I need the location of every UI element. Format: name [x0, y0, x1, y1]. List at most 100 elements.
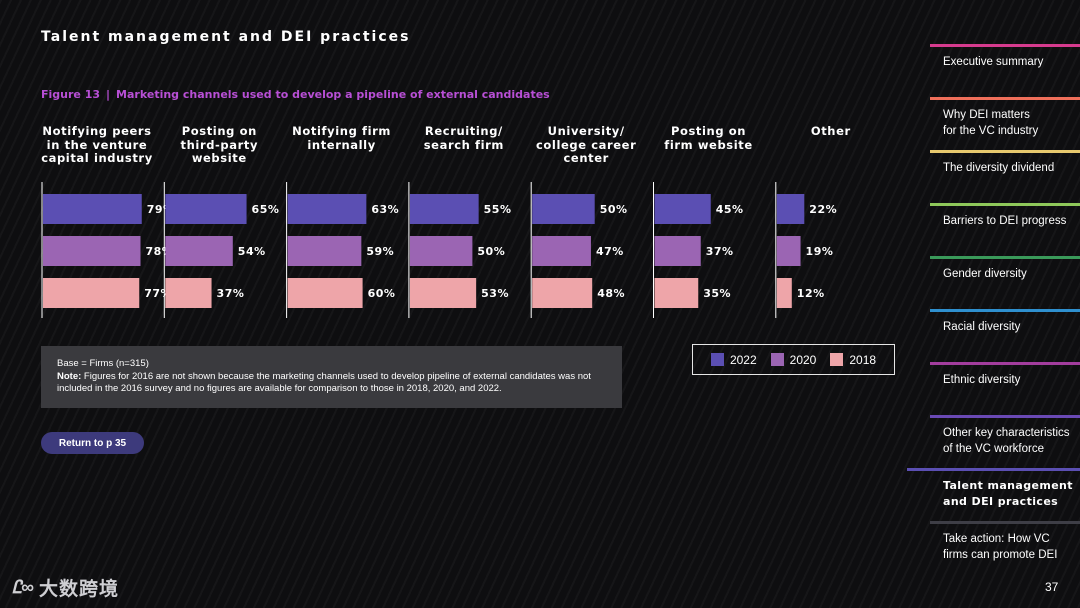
bar-posting-on-firm-website-2020 — [654, 236, 701, 266]
data-label-posting-on-firm-website-2020: 37% — [706, 245, 734, 258]
sidebar-item-the-diversity-dividend[interactable]: The diversity dividend — [930, 150, 1080, 176]
return-button[interactable]: Return to p 35 — [41, 432, 144, 454]
page-number: 37 — [1045, 580, 1059, 594]
bar-posting-on-third-party-website-2018 — [165, 278, 212, 308]
legend-item-2022: 2022 — [710, 353, 757, 367]
figure-label: Figure 13 — [41, 88, 101, 101]
bar-university-college-career-center-2022 — [532, 194, 595, 224]
bar-chart: 79% 78% 77% 65% 54% 37% 63% 59% 60% 55% 50% 53% 50% 4… — [30, 120, 880, 325]
figure-caption: Figure 13 | Marketing channels used to dev… — [41, 88, 550, 101]
legend-swatch-2022 — [710, 353, 724, 366]
sidebar-item-label: Talent management — [943, 479, 1073, 492]
figure-title: Marketing channels used to develop a pip… — [116, 88, 550, 101]
bar-university-college-career-center-2018 — [532, 278, 593, 308]
category-label-university-college-career-center: University/college career center — [521, 124, 651, 166]
category-label-line: firm website — [664, 137, 753, 152]
category-label-line: internally — [307, 137, 376, 152]
data-label-recruiting-search-firm-2020: 50% — [477, 245, 505, 258]
data-label-other-2018: 12% — [797, 287, 825, 300]
watermark-logo: Ꮭ∞ 大数跨境 — [12, 574, 119, 601]
legend-label-2018: 2018 — [849, 352, 877, 367]
data-label-posting-on-third-party-website-2020: 54% — [238, 245, 266, 258]
category-label-line: Posting on — [181, 124, 257, 138]
data-label-recruiting-search-firm-2022: 55% — [484, 203, 512, 216]
sidebar-item-why-dei-matters-for-the-vc-industry[interactable]: Why DEI matters for the VC industry — [930, 97, 1080, 139]
bar-university-college-career-center-2020 — [532, 236, 591, 266]
category-label-posting-on-third-party-website: Posting on third-party website — [154, 124, 284, 166]
sidebar-item-label: Why DEI matters — [943, 109, 1030, 121]
data-label-university-college-career-center-2018: 48% — [597, 287, 625, 300]
bar-notifying-firm-internally-2018 — [287, 278, 363, 308]
sidebar-item-label: of the VC workforce — [943, 443, 1044, 455]
category-label-line: search firm — [423, 137, 505, 152]
page-title: Talent management and DEI practices — [41, 29, 411, 45]
legend-item-2020: 2020 — [770, 352, 817, 367]
category-label-line: capital industry — [41, 151, 153, 165]
data-label-posting-on-firm-website-2018: 35% — [703, 287, 731, 300]
data-label-posting-on-firm-website-2022: 45% — [716, 203, 744, 216]
sidebar-item-gender-diversity[interactable]: Gender diversity — [930, 256, 1080, 282]
category-label-line: Posting on — [670, 124, 747, 138]
data-label-notifying-firm-internally-2018: 60% — [368, 287, 396, 300]
sidebar-item-ethnic-diversity[interactable]: Ethnic diversity — [930, 362, 1080, 388]
sidebar-item-label: Take action: How VC — [943, 533, 1050, 545]
sidebar-item-executive-summary[interactable]: Executive summary — [930, 44, 1080, 70]
bar-posting-on-firm-website-2018 — [654, 278, 699, 308]
sidebar-item-label: firms can promote DEI — [943, 549, 1058, 561]
data-label-notifying-firm-internally-2022: 63% — [371, 203, 399, 216]
data-label-posting-on-third-party-website-2022: 65% — [252, 203, 280, 216]
bar-other-2018 — [776, 278, 792, 308]
category-label-posting-on-firm-website: Posting on firm website — [644, 124, 774, 152]
category-label-notifying-firm-internally: Notifying firm internally — [277, 124, 407, 152]
category-label-recruiting-search-firm: Recruiting/search firm — [399, 124, 529, 152]
sidebar-item-label: The diversity dividend — [943, 162, 1055, 174]
logo-text: 大数跨境 — [38, 579, 119, 600]
data-label-university-college-career-center-2022: 50% — [600, 203, 628, 216]
bar-posting-on-firm-website-2022 — [654, 194, 711, 224]
note-box: Base = Firms (n=315) Note: Figures for 2… — [41, 346, 622, 408]
sidebar-item-label: Executive summary — [943, 56, 1044, 68]
active-indicator — [907, 468, 930, 471]
category-label-line: center — [563, 151, 609, 165]
bar-notifying-peers-in-the-venture-capital-industry-2022 — [43, 194, 142, 224]
data-label-other-2022: 22% — [809, 203, 837, 216]
sidebar-item-racial-diversity[interactable]: Racial diversity — [930, 309, 1080, 335]
data-label-university-college-career-center-2020: 47% — [596, 245, 624, 258]
legend-swatch-2020 — [770, 353, 784, 366]
category-label-notifying-peers-in-the-venture-capital-industry: Notifying peers in the venture capital ind… — [32, 124, 162, 166]
sidebar-item-talent-management-and-dei-practices[interactable]: Talent management and DEI practices — [907, 468, 1080, 510]
note-text: Figures for 2016 are not shown because t… — [57, 370, 591, 395]
bar-other-2020 — [776, 236, 801, 266]
logo-icon: Ꮭ∞ — [12, 577, 34, 597]
chart-legend: 2022 2020 2018 — [692, 344, 895, 375]
category-label-line: website — [191, 151, 247, 165]
chart-plot: 79%78%77%65%54%37%63%59%60%55%50%53%50%4… — [41, 182, 837, 318]
legend-swatch-2018 — [830, 353, 844, 366]
data-label-notifying-firm-internally-2020: 59% — [366, 245, 394, 258]
sidebar-item-label: Racial diversity — [943, 321, 1021, 333]
sidebar-item-label: for the VC industry — [943, 125, 1039, 137]
category-label-line: Notifying firm — [292, 124, 391, 138]
legend-item-2018: 2018 — [830, 353, 876, 367]
sidebar-item-label: Other key characteristics — [943, 427, 1070, 439]
sidebar-item-barriers-to-dei-progress[interactable]: Barriers to DEI progress — [930, 203, 1080, 229]
data-label-posting-on-third-party-website-2018: 37% — [217, 287, 245, 300]
category-label-line: Notifying peers — [42, 124, 152, 138]
bar-notifying-peers-in-the-venture-capital-industry-2020 — [43, 236, 141, 266]
sidebar-item-label: Barriers to DEI progress — [943, 215, 1067, 227]
category-label-line: third-party — [180, 137, 259, 152]
figure-separator: | — [106, 88, 111, 101]
category-label-line: Other — [810, 124, 851, 138]
legend-label-2020: 2020 — [789, 352, 817, 367]
sidebar-item-other-key-characteristics-of-the-vc-workforce[interactable]: Other key characteristics of the VC workf… — [930, 415, 1080, 457]
note-base: Base = Firms (n=315) — [57, 358, 149, 369]
bar-other-2022 — [776, 194, 805, 224]
note-body: Note: Figures for 2016 are not shown bec… — [57, 371, 606, 396]
sidebar-item-take-action-how-vc-firms-can-promote-dei[interactable]: Take action: How VC firms can promote DEI — [930, 521, 1080, 563]
sidebar-item-label: Ethnic diversity — [943, 374, 1021, 386]
category-label-line: college career — [536, 137, 637, 152]
category-label-line: in the venture — [46, 137, 148, 152]
note-label: Note: — [57, 370, 82, 382]
bar-notifying-peers-in-the-venture-capital-industry-2018 — [43, 278, 140, 308]
sidebar-item-label: Gender diversity — [943, 268, 1027, 280]
